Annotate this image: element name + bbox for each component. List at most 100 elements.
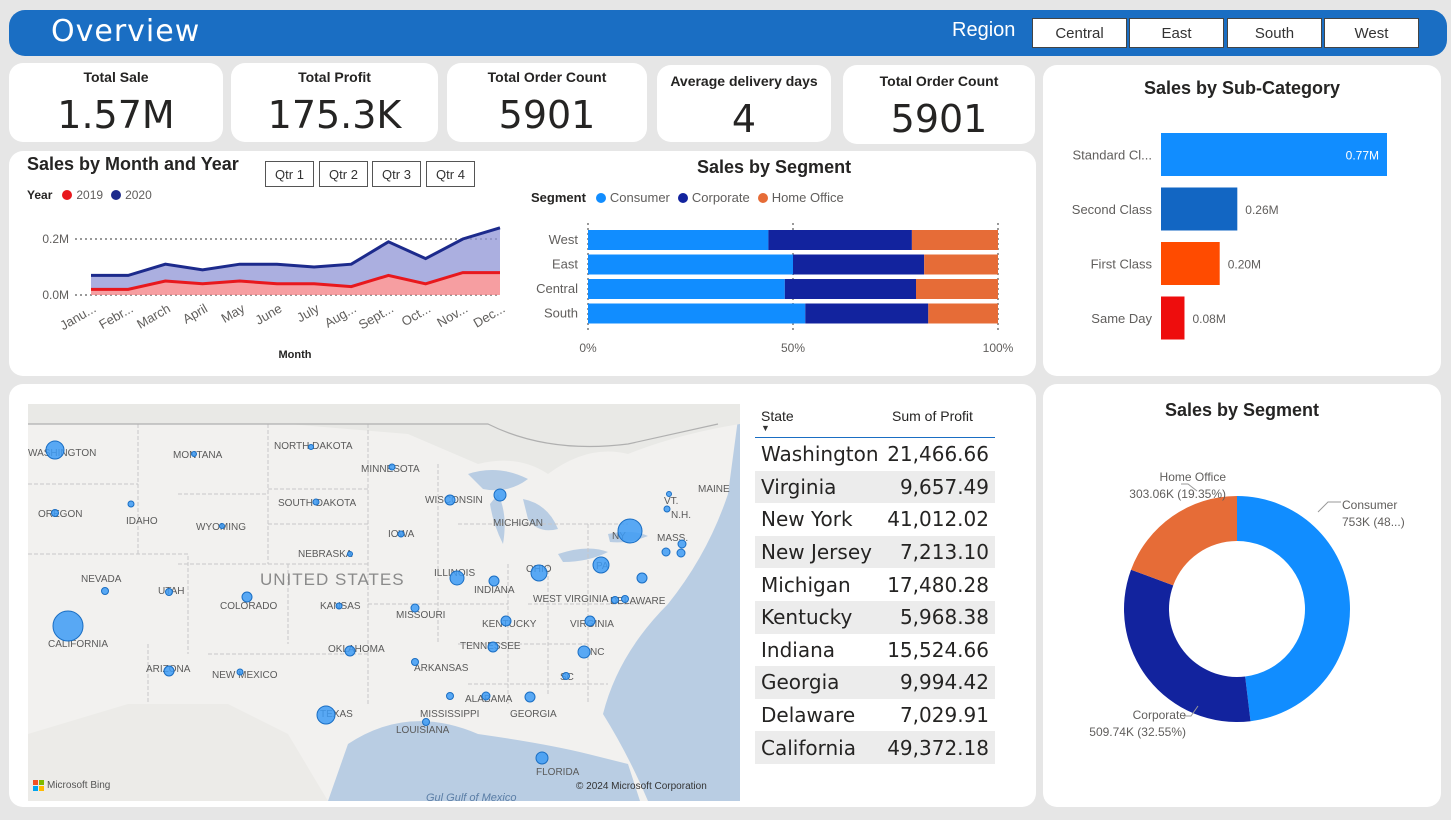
bubble-mass <box>677 539 687 549</box>
donut-slice <box>1237 496 1350 722</box>
x-tick-label: Dec... <box>471 301 508 331</box>
leader-line <box>1181 483 1198 492</box>
map-label: OREGON <box>38 509 83 520</box>
bar-segment <box>588 254 793 275</box>
bar-segment <box>805 303 929 324</box>
map-gulf-label: Gul Gulf of Mexico <box>426 792 517 801</box>
bubble-florida <box>535 751 549 765</box>
x-tick-label: Oct... <box>399 301 433 330</box>
column-header-profit[interactable]: Sum of Profit <box>892 408 973 424</box>
bubble-arkansas <box>411 658 419 666</box>
map-label: TEXAS <box>320 709 353 720</box>
bubble-colorado <box>241 591 253 603</box>
cell-profit: 41,012.02 <box>887 507 989 532</box>
map-label: NEBRASKA <box>298 549 353 560</box>
qtr-button-2[interactable]: Qtr 2 <box>319 161 368 187</box>
table-row[interactable]: Georgia 9,994.42 <box>755 666 995 699</box>
table-row[interactable]: Delaware 7,029.91 <box>755 699 995 732</box>
profit-map[interactable]: WASHINGTON MONTANA NORTH DAKOTA MINNESOT… <box>28 404 740 801</box>
bubble-wyoming <box>219 523 225 529</box>
map-label: MAINE <box>698 484 730 495</box>
category-label: Standard Cl... <box>1073 148 1153 163</box>
kpi-card-total-sale: Total Sale 1.57M <box>9 63 223 142</box>
region-button-central[interactable]: Central <box>1032 18 1127 48</box>
bubble-virginia <box>584 615 596 627</box>
donut-label-value: 303.06K (19.35%) <box>1129 487 1226 501</box>
bubble-utah <box>165 588 173 596</box>
y-tick-label: 0.0M <box>42 288 69 302</box>
cell-profit: 49,372.18 <box>887 735 989 760</box>
table-row[interactable]: New Jersey 7,213.10 <box>755 535 995 569</box>
region-button-west[interactable]: West <box>1324 18 1419 48</box>
map-label: MICHIGAN <box>493 518 543 529</box>
bubble-pennsylvania <box>592 556 610 574</box>
column-header-state[interactable]: State <box>761 408 794 424</box>
donut-panel: Sales by Segment Home Office 303.06K (19… <box>1043 384 1441 807</box>
table-row[interactable]: New York 41,012.02 <box>755 503 995 536</box>
table-row[interactable]: Michigan 17,480.28 <box>755 568 995 601</box>
region-button-south[interactable]: South <box>1227 18 1322 48</box>
map-country-label: UNITED STATES <box>260 570 405 589</box>
cell-state: Washington <box>761 442 879 467</box>
sales-by-segment-bar-chart: West East Central South 0% 50% 100% <box>536 223 1014 355</box>
region-button-east[interactable]: East <box>1129 18 1224 48</box>
cell-profit: 17,480.28 <box>887 572 989 597</box>
qtr-button-4[interactable]: Qtr 4 <box>426 161 475 187</box>
table-row[interactable]: California 49,372.18 <box>755 731 995 764</box>
map-label: COLORADO <box>220 601 278 612</box>
sub-category-title: Sales by Sub-Category <box>1143 78 1341 98</box>
bar <box>1161 242 1220 285</box>
kpi-card-total-profit: Total Profit 175.3K <box>231 63 438 142</box>
bubble-indiana <box>488 575 500 587</box>
bubble-missouri <box>410 603 420 613</box>
table-row[interactable]: Virginia 9,657.49 <box>755 470 995 504</box>
bubble-nebraska <box>347 551 353 557</box>
bubble-nj <box>636 572 648 584</box>
bubble-california <box>52 610 84 642</box>
map-label: CALIFORNIA <box>48 639 109 650</box>
leader-line <box>1183 705 1199 717</box>
map-label: LOUISIANA <box>396 725 450 736</box>
category-label: Same Day <box>1091 311 1152 326</box>
data-label: 0.77M <box>1346 149 1379 163</box>
legend-label-2020: 2020 <box>125 188 152 202</box>
category-label: East <box>552 257 578 272</box>
table-row[interactable]: Washington 21,466.66 <box>755 438 995 471</box>
x-tick-label: 100% <box>983 341 1014 355</box>
page-title: Overview <box>51 14 201 49</box>
donut-label-name: Home Office <box>1159 470 1226 484</box>
cell-state: Georgia <box>761 670 840 695</box>
x-tick-label: Sept... <box>356 301 396 333</box>
cell-profit: 5,968.38 <box>899 605 989 630</box>
x-tick-label: 50% <box>781 341 805 355</box>
table-body: Washington 21,466.66 Virginia 9,657.49 New Y… <box>755 438 995 764</box>
x-axis-title: Month <box>279 349 312 361</box>
kpi-card-avg-delivery: Average delivery days 4 <box>657 65 831 142</box>
bar <box>1161 133 1387 176</box>
line-chart-title: Sales by Month and Year <box>27 154 239 174</box>
table-row[interactable]: Indiana 15,524.66 <box>755 634 995 667</box>
qtr-button-3[interactable]: Qtr 3 <box>372 161 421 187</box>
bar-segment <box>924 254 998 275</box>
kpi-title: Total Sale <box>83 69 149 85</box>
qtr-button-1[interactable]: Qtr 1 <box>265 161 314 187</box>
legend-marker-2020 <box>111 190 122 200</box>
map-label: ARKANSAS <box>414 663 469 674</box>
bar <box>1161 187 1238 231</box>
cell-profit: 7,029.91 <box>899 703 989 728</box>
bubble-kentucky <box>500 615 512 627</box>
table-header: State ▼ Sum of Profit <box>755 404 995 438</box>
legend-marker-corporate <box>677 192 688 203</box>
donut-label-name: Consumer <box>1342 498 1398 512</box>
bubble-kansas <box>335 602 343 610</box>
map-label: GEORGIA <box>510 709 557 720</box>
donut-label-home-office: Home Office 303.06K (19.35%) <box>1106 469 1226 503</box>
bubble-tennessee <box>487 641 499 653</box>
bubble-ohio <box>530 564 548 582</box>
map-label: VT. <box>664 496 679 507</box>
table-row[interactable]: Kentucky 5,968.38 <box>755 600 995 634</box>
x-tick-label: May <box>218 300 247 326</box>
legend-marker-consumer <box>595 192 606 203</box>
bubble-new-mexico <box>236 668 244 676</box>
